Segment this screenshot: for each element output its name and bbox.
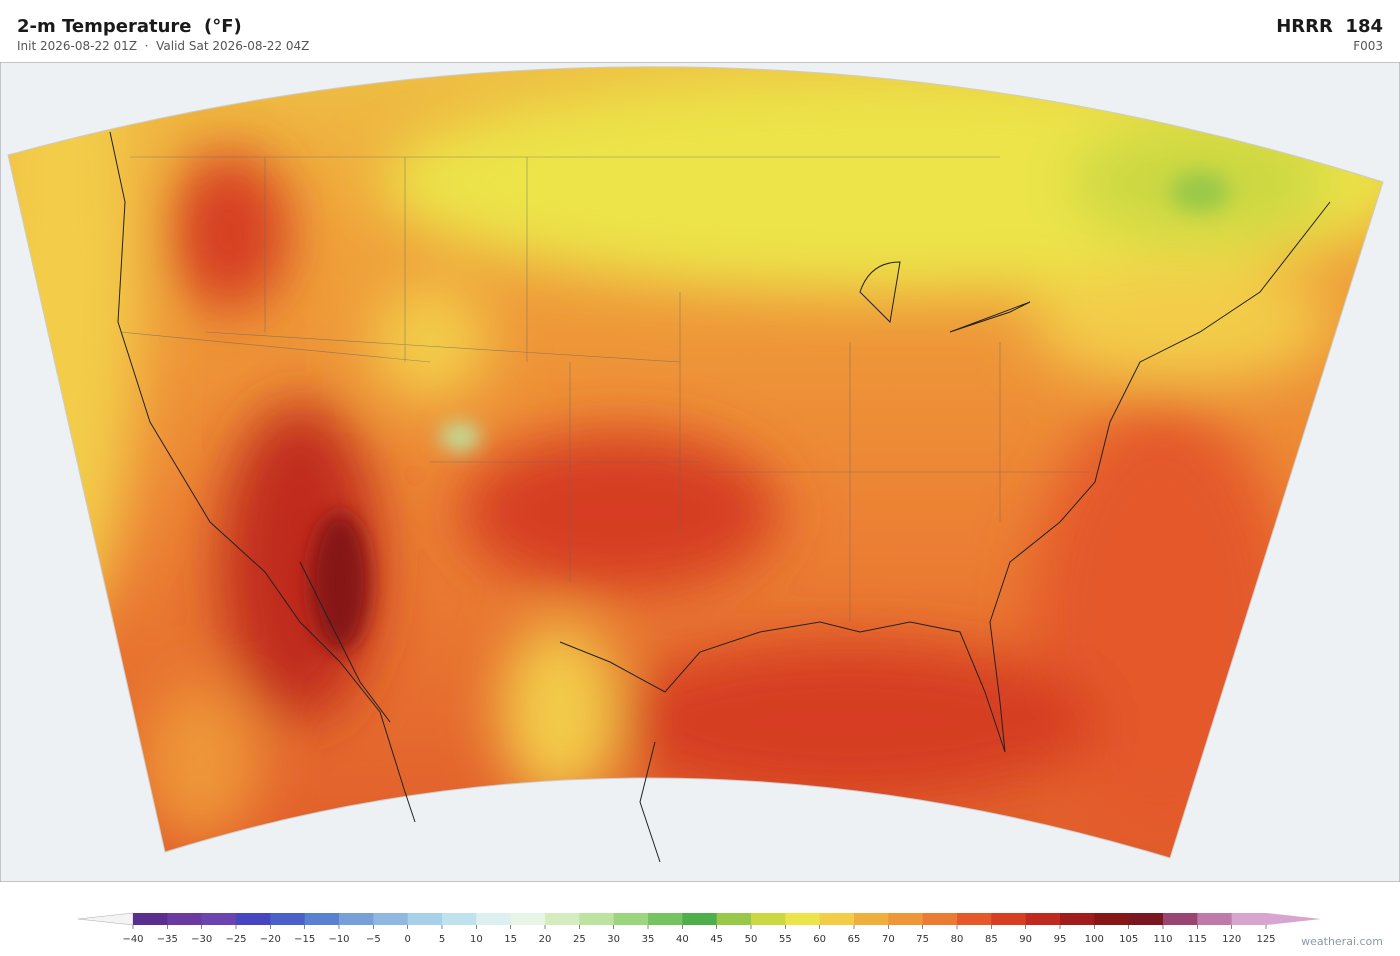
coastlines xyxy=(109,131,1331,863)
colorbar-bin xyxy=(304,913,340,925)
colorbar-tick-label: 85 xyxy=(985,934,998,945)
forecast-hour: F003 xyxy=(1353,39,1383,53)
colorbar-tick-label: 75 xyxy=(916,934,929,945)
colorbar-bin xyxy=(201,913,237,925)
colorbar-tick-label: 55 xyxy=(779,934,792,945)
colorbar-tick-label: 125 xyxy=(1256,934,1275,945)
colorbar-bin xyxy=(819,913,855,925)
colorbar-bin xyxy=(270,913,306,925)
colorbar-tick-label: 80 xyxy=(951,934,964,945)
colorbar-bin xyxy=(888,913,924,925)
colorbar-bin xyxy=(1231,913,1267,925)
colorbar-bin xyxy=(510,913,546,925)
colorbar-tick-label: 0 xyxy=(404,934,410,945)
colorbar-bin xyxy=(1060,913,1095,925)
colorbar-bin xyxy=(785,913,821,925)
colorbar-bin xyxy=(442,913,477,925)
model-label: HRRR 184 xyxy=(1276,16,1383,37)
colorbar-bin xyxy=(751,913,786,925)
colorbar-tick-label: 10 xyxy=(470,934,483,945)
colorbar-tick-label: 30 xyxy=(607,934,620,945)
colorbar: −40 −35 −30 −25 −20 −15 −10 −5 0 5 10 15 20 25 30 35 40 4… xyxy=(77,912,1321,945)
map xyxy=(0,62,1400,882)
colorbar-tick-label: 95 xyxy=(1054,934,1067,945)
subtitle: Init 2026-08-22 01Z · Valid Sat 2026-08-… xyxy=(17,39,310,53)
colorbar-tick-label: 60 xyxy=(813,934,826,945)
colorbar-tick-label: 110 xyxy=(1153,934,1172,945)
colorbar-tick-label: 5 xyxy=(439,934,445,945)
colorbar-bin xyxy=(1025,913,1061,925)
colorbar-bin xyxy=(1128,913,1164,925)
colorbar-tick-label: 40 xyxy=(676,934,689,945)
colorbar-bin xyxy=(613,913,649,925)
state-borders xyxy=(119,156,1090,622)
watermark: weatherai.com xyxy=(1301,935,1383,948)
colorbar-tick-label: 20 xyxy=(539,934,552,945)
colorbar-bin xyxy=(545,913,580,925)
colorbar-tick-label: 105 xyxy=(1119,934,1138,945)
colorbar-tick-label: 15 xyxy=(504,934,517,945)
colorbar-bin xyxy=(957,913,992,925)
colorbar-tick-label: −35 xyxy=(157,934,178,945)
colorbar-tick-label: 45 xyxy=(710,934,723,945)
colorbar-tick-label: 50 xyxy=(745,934,758,945)
colorbar-tick-label: 90 xyxy=(1019,934,1032,945)
colorbar-bin xyxy=(648,913,683,925)
colorbar-tick-label: 115 xyxy=(1188,934,1207,945)
colorbar-tick-label: 70 xyxy=(882,934,895,945)
colorbar-bin xyxy=(854,913,889,925)
colorbar-tick-label: −5 xyxy=(366,934,381,945)
colorbar-bin xyxy=(922,913,958,925)
colorbar-bin xyxy=(407,913,443,925)
colorbar-tick-label: −25 xyxy=(225,934,246,945)
colorbar-tick-label: −30 xyxy=(191,934,212,945)
colorbar-bin xyxy=(476,913,512,925)
temperature-field xyxy=(8,66,1383,859)
colorbar-bin xyxy=(991,913,1027,925)
colorbar-tick-label: 65 xyxy=(848,934,861,945)
colorbar-bin xyxy=(167,913,203,925)
colorbar-bin xyxy=(339,913,374,925)
colorbar-bin xyxy=(1094,913,1130,925)
colorbar-tick-label: −40 xyxy=(122,934,143,945)
colorbar-extend-high xyxy=(1266,913,1321,925)
colorbar-tick-label: −10 xyxy=(328,934,349,945)
colorbar-bin xyxy=(579,913,615,925)
colorbar-tick-label: 100 xyxy=(1085,934,1104,945)
colorbar-bin xyxy=(682,913,718,925)
colorbar-tick-label: 35 xyxy=(642,934,655,945)
colorbar-tick-label: 25 xyxy=(573,934,586,945)
colorbar-bin xyxy=(236,913,271,925)
title: 2-m Temperature (°F) xyxy=(17,16,242,37)
colorbar-bin xyxy=(133,913,168,925)
colorbar-tick-label: 120 xyxy=(1222,934,1241,945)
colorbar-tick-label: −20 xyxy=(260,934,281,945)
colorbar-extend-low xyxy=(77,912,134,926)
colorbar-tick-label: −15 xyxy=(294,934,315,945)
colorbar-bin xyxy=(373,913,409,925)
colorbar-bin xyxy=(1197,913,1233,925)
colorbar-bin xyxy=(1163,913,1198,925)
colorbar-bin xyxy=(716,913,752,925)
